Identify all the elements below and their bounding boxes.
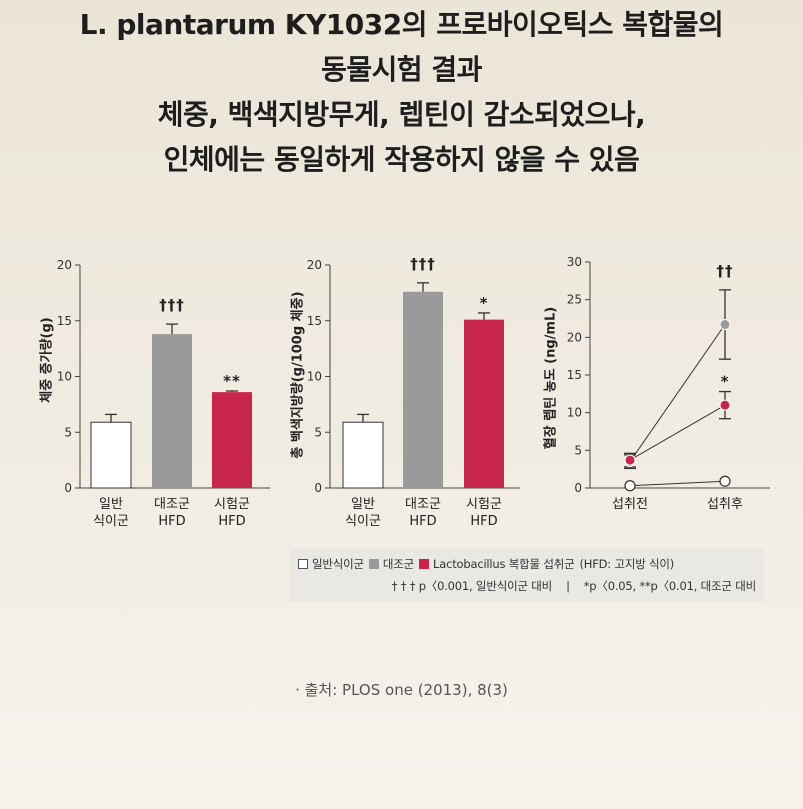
series-line-1 <box>629 480 726 487</box>
legend-swatch-gray-square <box>368 559 379 569</box>
significance-mark: ** <box>223 372 241 390</box>
x-tick-label: 섭취후 <box>707 497 743 512</box>
category-label: 시험군 HFD <box>214 497 250 529</box>
category-label-line: 일반 <box>99 497 123 512</box>
page-title-line-4: 인체에는 동일하게 작용하지 않을 수 있음 <box>163 143 640 176</box>
legend-swatch-red-square <box>419 559 430 569</box>
category-label-line: HFD <box>409 514 436 529</box>
bar-3 <box>464 319 504 488</box>
bar-2 <box>403 291 443 488</box>
y-tick-label: 5 <box>314 425 322 439</box>
category-label: 시험군 HFD <box>466 497 502 529</box>
bar-1 <box>342 421 384 489</box>
data-point <box>719 319 731 331</box>
legend-label-normal-diet: 일반식이군 <box>312 557 364 571</box>
y-tick-label: 25 <box>567 293 582 307</box>
bar-1 <box>90 421 132 489</box>
y-tick-label: 20 <box>57 258 72 272</box>
legend-note: (HFD: 고지방 식이) <box>579 557 675 571</box>
significance-separator: | <box>566 579 570 593</box>
significance-mark: * <box>480 294 489 312</box>
legend-row-groups: 일반식이군 대조군 Lactobacillus 복합물 섭취군 (HFD: 고지… <box>298 553 756 575</box>
significance-vs-control: *p〈0.05, **p〈0.01, 대조군 대비 <box>583 579 756 593</box>
y-tick-label: 10 <box>57 370 72 384</box>
data-point <box>624 454 636 466</box>
category-label-line: 대조군 <box>154 497 190 512</box>
legend-item-normal-diet: 일반식이군 <box>298 553 364 575</box>
page-title-line-3: 체중, 백색지방무게, 렙틴이 감소되었으나, <box>157 98 646 131</box>
legend-item-treatment: Lactobacillus 복합물 섭취군 <box>419 553 575 575</box>
page-title-line-2: 동물시험 결과 <box>321 53 482 86</box>
category-label: 대조군 HFD <box>405 497 441 529</box>
legend-label-treatment: Lactobacillus 복합물 섭취군 <box>433 557 575 571</box>
category-label-line: 시험군 <box>466 497 502 512</box>
legend-row-significance: † † † p〈0.001, 일반식이군 대비 | *p〈0.05, **p〈0… <box>298 575 757 597</box>
chart-3: 0 5 10 15 20 25 30 혈장 렙틴 농도 (ng/mL) 섭취전 섭취후 †† * <box>543 255 770 512</box>
y-axis-label: 총 백색지방량(g/100g 체중) <box>290 291 306 458</box>
y-tick-label: 15 <box>567 368 582 382</box>
y-tick-label: 20 <box>307 258 322 272</box>
y-tick-label: 20 <box>567 330 582 344</box>
x-tick-label: 섭취전 <box>612 497 648 512</box>
y-tick-label: 30 <box>567 255 582 269</box>
legend-item-control: 대조군 <box>368 553 415 575</box>
category-label-line: HFD <box>470 514 497 529</box>
significance-mark: †† <box>717 262 734 280</box>
legend: 일반식이군 대조군 Lactobacillus 복합물 섭취군 (HFD: 고지… <box>290 548 764 602</box>
y-axis-label: 혈장 렙틴 농도 (ng/mL) <box>543 307 559 449</box>
data-point <box>719 475 731 487</box>
y-tick-label: 10 <box>307 370 322 384</box>
category-label-line: 일반 <box>351 497 375 512</box>
significance-vs-normal: † † † p〈0.001, 일반식이군 대비 <box>391 579 553 593</box>
y-tick-label: 15 <box>307 314 322 328</box>
y-tick-label: 15 <box>57 314 72 328</box>
y-tick-label: 5 <box>574 443 582 457</box>
bar-2 <box>152 334 192 488</box>
significance-mark: ††† <box>159 296 185 314</box>
y-tick-label: 0 <box>314 481 322 495</box>
category-label-line: 시험군 <box>214 497 250 512</box>
significance-mark: * <box>721 373 730 391</box>
category-label-line: HFD <box>158 514 185 529</box>
significance-mark: ††† <box>410 255 436 273</box>
data-point <box>719 399 731 411</box>
y-tick-label: 5 <box>64 425 72 439</box>
y-tick-label: 0 <box>574 481 582 495</box>
category-label-line: 대조군 <box>405 497 441 512</box>
category-label-line: HFD <box>218 514 245 529</box>
source-citation: · 출처: PLOS one (2013), 8(3) <box>295 681 508 699</box>
category-label-line: 식이군 <box>345 514 381 529</box>
legend-label-control: 대조군 <box>382 557 415 571</box>
y-axis-label: 체중 증가량(g) <box>40 317 55 403</box>
y-tick-label: 0 <box>64 481 72 495</box>
data-point <box>624 480 636 492</box>
series-line-2 <box>629 324 726 462</box>
bar-3 <box>212 392 252 488</box>
page-title-line-1: L. plantarum KY1032의 프로바이오틱스 복합물의 <box>79 8 724 41</box>
y-tick-label: 10 <box>567 406 582 420</box>
legend-swatch-white-square <box>298 559 308 569</box>
series-line-3 <box>629 404 726 461</box>
category-label: 대조군 HFD <box>154 497 190 529</box>
page-title: L. plantarum KY1032의 프로바이오틱스 복합물의 동물시험 결… <box>0 2 803 182</box>
category-label-line: 식이군 <box>93 514 129 529</box>
